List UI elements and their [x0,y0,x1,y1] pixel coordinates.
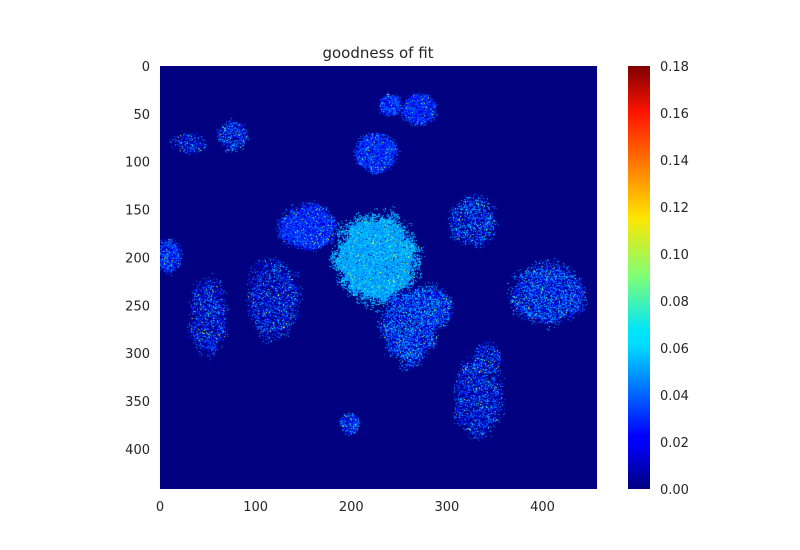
y-tick-label: 50 [133,108,150,123]
colorbar-tick-label: 0.16 [660,107,689,122]
colorbar-tick-label: 0.00 [660,483,689,498]
x-tick-label: 0 [156,500,164,515]
colorbar-ticks: 0.00 0.02 0.04 0.06 0.08 0.10 0.12 0.14 0.16 0.18 [660,60,689,498]
x-tick-label: 200 [339,500,364,515]
y-tick-label: 350 [125,395,150,410]
y-tick-label: 250 [125,299,150,314]
colorbar: 0.00 0.02 0.04 0.06 0.08 0.10 0.12 0.14 0.16 0.18 [628,60,689,498]
colorbar-tick-label: 0.04 [660,389,689,404]
x-tick-label: 400 [530,500,555,515]
y-tick-label: 0 [142,60,150,75]
colorbar-tick-label: 0.12 [660,201,689,216]
y-tick-label: 400 [125,443,150,458]
colorbar-tick-label: 0.02 [660,436,689,451]
colorbar-tick-label: 0.14 [660,154,689,169]
x-axis: 0 100 200 300 400 [156,500,555,515]
y-axis: 0 50 100 150 200 250 300 350 400 [125,60,150,458]
colorbar-tick-label: 0.10 [660,248,689,263]
chart-title: goodness of fit [322,44,433,62]
colorbar-tick-label: 0.06 [660,342,689,357]
heatmap-plot-area [160,66,597,489]
colorbar-tick-label: 0.08 [660,295,689,310]
y-tick-label: 150 [125,204,150,219]
y-tick-label: 200 [125,251,150,266]
x-tick-label: 300 [434,500,459,515]
colorbar-tick-label: 0.18 [660,60,689,75]
heatmap-image [160,66,597,489]
y-tick-label: 100 [125,156,150,171]
colorbar-gradient [628,66,650,489]
x-tick-label: 100 [243,500,268,515]
y-tick-label: 300 [125,347,150,362]
